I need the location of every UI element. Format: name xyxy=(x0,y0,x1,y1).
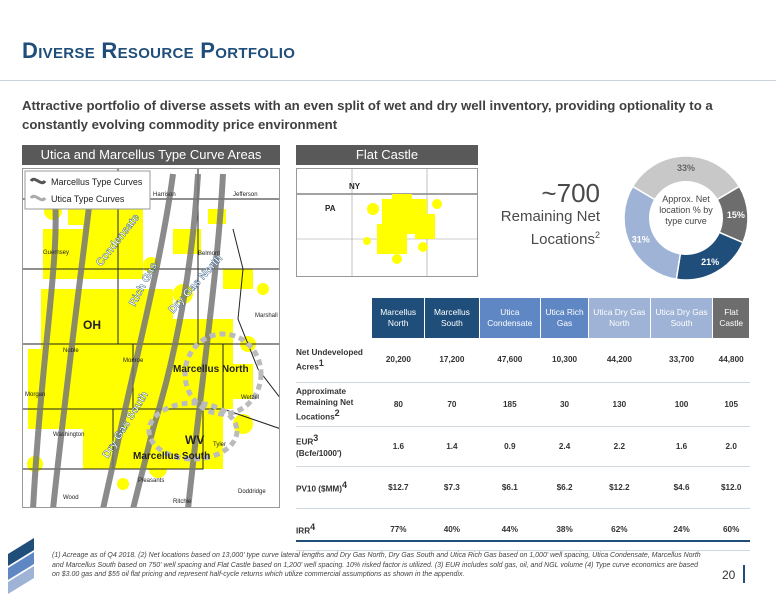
col-header: Marcellus North xyxy=(372,298,426,338)
type-curve-map-header: Utica and Marcellus Type Curve Areas xyxy=(22,145,280,165)
donut-center-label: Approx. Net location % by type curve xyxy=(659,194,713,226)
svg-text:Tyler: Tyler xyxy=(213,442,226,448)
donut-slice-label: 15% xyxy=(727,210,745,220)
svg-text:Belmont: Belmont xyxy=(198,251,220,257)
svg-text:Marshall: Marshall xyxy=(255,313,278,319)
svg-text:Ritchie: Ritchie xyxy=(173,499,192,505)
type-curve-map-graphic: Marcellus Type Curves Utica Type Curves … xyxy=(23,169,279,507)
svg-text:Doddridge: Doddridge xyxy=(238,489,266,495)
footnote: (1) Acreage as of Q4 2018. (2) Net locat… xyxy=(52,552,701,578)
label-oh: OH xyxy=(83,318,101,332)
donut-slice-label: 21% xyxy=(701,257,719,267)
label-marcellus-south: Marcellus South xyxy=(133,451,210,462)
flat-castle-header: Flat Castle xyxy=(296,145,478,165)
label-ny: NY xyxy=(349,182,361,191)
table-row: Approximate Remaining Net Locations2 80 7… xyxy=(296,382,750,427)
col-header: Utica Dry Gas South xyxy=(650,298,714,338)
col-header: Utica Condensate xyxy=(479,298,542,338)
flat-castle-map: NY PA xyxy=(296,168,478,277)
location-type-donut: Approx. Net location % by type curve 33%… xyxy=(623,155,749,281)
remaining-locations-stat: ~700 Remaining Net Locations2 xyxy=(490,178,600,249)
col-header: Flat Castle xyxy=(712,298,750,338)
table-row: PV10 ($MM)4 $12.7 $7.3 $6.1 $6.2 $12.2 $4.6 $1… xyxy=(296,466,750,509)
table-row: IRR4 77% 40% 44% 38% 62% 24% 60% xyxy=(296,508,750,551)
page-subtitle: Attractive portfolio of diverse assets w… xyxy=(22,98,713,132)
legend-utica: Utica Type Curves xyxy=(51,194,125,204)
donut-slice-label: 31% xyxy=(632,234,650,244)
svg-text:Monroe: Monroe xyxy=(123,358,144,364)
svg-text:Guernsey: Guernsey xyxy=(43,250,69,256)
label-marcellus-north: Marcellus North xyxy=(173,364,249,375)
legend-marcellus: Marcellus Type Curves xyxy=(51,177,143,187)
page-number-bar xyxy=(743,565,745,583)
label-pa: PA xyxy=(325,204,336,213)
type-curve-table: Marcellus North Marcellus South Utica Co… xyxy=(296,298,750,551)
remaining-locations-value: ~700 xyxy=(541,178,600,208)
svg-text:Wetzel: Wetzel xyxy=(241,395,259,401)
svg-text:Washington: Washington xyxy=(53,432,84,438)
page-number: 20 xyxy=(722,568,736,582)
table-row: EUR3 (Bcfe/1000') 1.6 1.4 0.9 2.4 2.2 1.6 2.0 xyxy=(296,426,750,467)
label-wv: WV xyxy=(185,433,204,447)
col-header: Utica Dry Gas North xyxy=(588,298,651,338)
remaining-locations-label: Remaining Net xyxy=(500,208,600,225)
svg-text:Jefferson: Jefferson xyxy=(233,192,258,198)
flat-castle-map-graphic: NY PA xyxy=(297,169,477,276)
svg-text:Harrison: Harrison xyxy=(153,192,176,198)
table-row: Net Undeveloped Acres1 20,200 17,200 47,60… xyxy=(296,338,750,383)
svg-text:Wood: Wood xyxy=(63,495,79,501)
type-curve-map: Marcellus Type Curves Utica Type Curves … xyxy=(22,168,280,508)
remaining-locations-label-2: Locations2 xyxy=(530,230,600,248)
table-bottom-rule xyxy=(296,540,750,542)
col-header: Utica Rich Gas xyxy=(540,298,590,338)
svg-text:Noble: Noble xyxy=(63,348,79,354)
svg-text:Morgan: Morgan xyxy=(25,392,45,398)
donut-slice-label: 33% xyxy=(677,163,695,173)
title-divider xyxy=(0,80,776,81)
col-header: Marcellus South xyxy=(424,298,480,338)
svg-text:Pleasants: Pleasants xyxy=(138,478,164,484)
page-title: Diverse Resource Portfolio xyxy=(22,38,296,63)
company-logo xyxy=(8,538,34,594)
